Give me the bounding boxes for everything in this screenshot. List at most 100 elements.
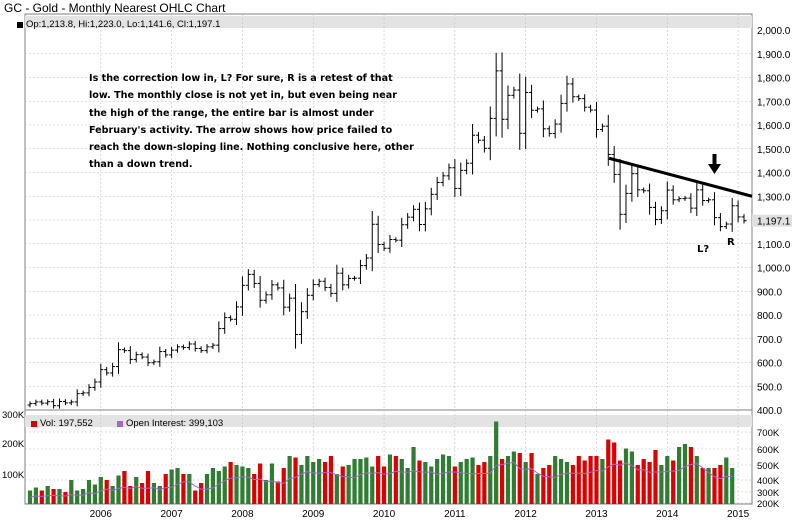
ohlc-bar — [116, 342, 122, 374]
label-l: L? — [697, 244, 709, 255]
ohlc-bar — [121, 347, 127, 353]
ohlc-bar — [357, 259, 363, 285]
ohlc-bar — [635, 166, 641, 197]
volume-bar — [682, 444, 688, 504]
ohlc-bar — [641, 187, 647, 194]
volume-bar — [317, 459, 322, 504]
ohlc-bar — [110, 362, 116, 377]
price-tick-label: 600.0 — [757, 359, 782, 370]
volume-bar — [181, 474, 186, 504]
ohlc-bar — [145, 353, 151, 367]
volume-bar — [446, 456, 452, 504]
volume-bar — [45, 486, 50, 504]
x-tick-label: 2008 — [231, 509, 254, 520]
ohlc-readout: Op:1,213.8, Hi:1,223.0, Lo:1,141.6, Cl:1… — [26, 19, 221, 30]
ohlc-bar — [234, 301, 240, 326]
price-tick-label: 1,400.0 — [757, 169, 791, 180]
volume-bar — [558, 459, 564, 504]
ohlc-bar — [706, 197, 712, 203]
x-tick-label: 2007 — [160, 509, 183, 520]
ohlc-bar — [316, 278, 322, 288]
volume-bar — [570, 465, 575, 504]
volume-bar — [435, 459, 440, 504]
ohlc-bar — [169, 347, 175, 358]
ohlc-legend-square — [17, 22, 23, 28]
ohlc-bar — [729, 197, 735, 232]
ohlc-bar — [281, 279, 287, 316]
volume-bar — [600, 459, 605, 504]
price-tick-label: 700.0 — [757, 335, 782, 346]
ohlc-bar — [629, 165, 635, 202]
volume-bar — [629, 451, 634, 504]
volume-bar — [665, 456, 670, 504]
volume-bar — [222, 466, 227, 504]
volume-bar — [494, 421, 499, 504]
x-tick-label: 2010 — [373, 509, 396, 520]
ohlc-bar — [676, 196, 682, 203]
oi-tick-label: 700K — [757, 428, 780, 439]
volume-bar — [163, 474, 168, 504]
volume-bar — [505, 456, 511, 504]
ohlc-bar — [700, 184, 706, 206]
volume-bar — [417, 460, 422, 504]
open-interest-line — [29, 461, 733, 498]
ohlc-bar — [198, 346, 204, 353]
ohlc-bar — [588, 104, 594, 113]
ohlc-bar — [405, 213, 411, 229]
volume-bar — [594, 456, 599, 504]
volume-bar — [57, 489, 62, 504]
ohlc-bar — [511, 86, 517, 99]
volume-bar — [311, 462, 316, 504]
ohlc-bar — [180, 344, 186, 350]
volume-bar — [399, 459, 404, 504]
ohlc-bar — [399, 217, 405, 248]
ohlc-bar — [92, 378, 98, 391]
volume-bar — [75, 490, 80, 504]
volume-bar — [27, 490, 33, 504]
ohlc-bar — [582, 94, 588, 112]
volume-bar — [647, 462, 652, 504]
volume-bar — [529, 453, 534, 504]
ohlc-bar — [39, 399, 45, 406]
ohlc-bar — [605, 114, 611, 166]
ohlc-bar — [27, 401, 33, 408]
ohlc-bar — [98, 363, 104, 388]
volume-bar — [281, 468, 286, 504]
volume-bar — [305, 456, 310, 504]
volume-bar — [511, 451, 516, 504]
ohlc-bar — [127, 346, 133, 364]
ohlc-bar — [239, 276, 245, 316]
volume-bar — [370, 466, 375, 504]
volume-bar — [564, 462, 570, 504]
ohlc-bar — [658, 206, 664, 225]
volume-bar — [51, 489, 56, 504]
ohlc-bar — [387, 234, 393, 253]
ohlc-bar — [428, 187, 434, 216]
volume-bar — [387, 454, 393, 504]
volume-bar — [499, 459, 505, 504]
ohlc-bar — [216, 321, 222, 353]
price-tick-label: 1,800.0 — [757, 74, 791, 85]
ohlc-bar — [175, 344, 181, 353]
oi-tick-label: 500K — [757, 461, 780, 472]
ohlc-bar — [446, 163, 452, 181]
ohlc-bar — [293, 283, 299, 349]
ohlc-bar — [263, 291, 269, 304]
ohlc-bar — [682, 195, 688, 201]
ohlc-bar — [151, 359, 157, 365]
ohlc-bar — [540, 100, 546, 138]
volume-bar — [275, 481, 280, 504]
ohlc-bar — [257, 276, 263, 308]
ohlc-bar — [192, 340, 198, 352]
oi-tick-label: 200K — [757, 499, 780, 510]
volume-bar — [81, 489, 86, 504]
price-tick-label: 1,300.0 — [757, 192, 791, 203]
volume-tick-label: 300K — [2, 410, 25, 421]
volume-bar — [700, 468, 705, 504]
last-price-label: 1,197.1 — [757, 217, 791, 228]
ohlc-bar — [334, 264, 340, 302]
x-tick-label: 2013 — [585, 509, 608, 520]
ohlc-bar — [505, 85, 511, 130]
ohlc-bar — [458, 162, 464, 197]
